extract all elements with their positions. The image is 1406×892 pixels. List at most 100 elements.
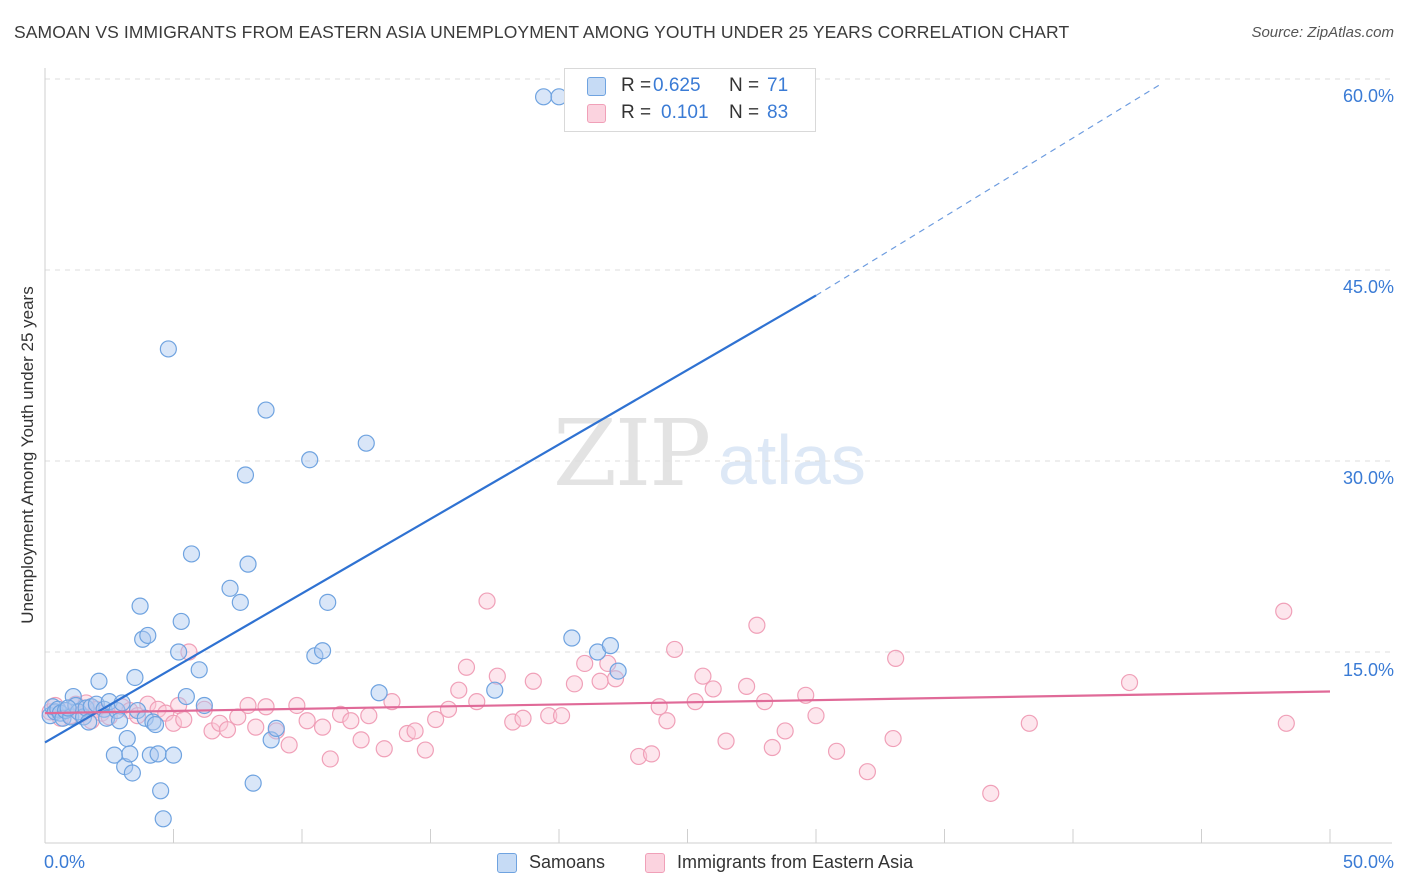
immigrants-point — [280, 736, 298, 754]
samoans-points — [41, 88, 748, 828]
immigrants-point — [982, 784, 1000, 802]
samoans-point — [534, 88, 553, 106]
immigrants-point — [565, 675, 584, 693]
immigrants-point — [591, 672, 609, 690]
immigrants-point — [658, 712, 676, 730]
samoans-point — [609, 662, 627, 680]
immigrants-point — [738, 677, 756, 695]
axes — [44, 68, 1392, 844]
immigrants-point — [748, 616, 766, 634]
n-label: N = — [729, 102, 760, 123]
samoans-point — [239, 555, 257, 573]
immigrants-point — [313, 718, 332, 736]
samoans-swatch — [587, 77, 606, 96]
immigrants-point — [257, 698, 275, 716]
immigrants-point — [457, 658, 476, 676]
y-tick-60: 60.0% — [1342, 86, 1394, 106]
immigrants-point — [331, 705, 350, 723]
r-value-immigrants: 0.101 — [661, 102, 709, 123]
samoans-point — [601, 637, 620, 655]
immigrants-point — [576, 654, 594, 673]
y-tick-15: 15.0% — [1342, 660, 1394, 680]
immigrants-point — [858, 763, 877, 781]
samoans-point — [139, 626, 157, 645]
samoans-point — [172, 612, 190, 631]
immigrants-trend-line — [44, 690, 1331, 715]
immigrants-point — [650, 698, 668, 716]
samoans-point — [301, 451, 319, 469]
y-tick-30: 30.0% — [1342, 468, 1394, 488]
samoans-point — [267, 719, 285, 738]
immigrants-point — [175, 710, 193, 729]
legend-stats: R = 0.625 N = 71 R = 0.101 N = 83 — [564, 68, 816, 132]
y-axis-label: Unemployment Among Youth under 25 years — [18, 286, 37, 624]
samoans-point — [563, 629, 581, 647]
immigrants-point — [717, 732, 735, 750]
immigrants-points — [41, 592, 1295, 802]
samoans-point — [182, 545, 201, 563]
chart-title: SAMOAN VS IMMIGRANTS FROM EASTERN ASIA U… — [14, 22, 1070, 42]
immigrants-point — [383, 693, 401, 711]
samoans-trend-extension — [815, 82, 1164, 296]
samoans-point — [154, 810, 172, 828]
samoans-point — [136, 709, 154, 727]
samoans-point — [121, 745, 139, 763]
immigrants-point — [375, 740, 393, 758]
x-tick-left: 0.0% — [44, 852, 86, 872]
immigrants-point — [352, 731, 370, 749]
samoans-point — [221, 579, 239, 597]
samoans-point — [177, 687, 195, 706]
samoans-point — [110, 712, 129, 730]
samoans-point — [131, 597, 149, 615]
samoans-point — [231, 593, 249, 611]
samoans-point — [319, 593, 337, 611]
immigrants-point — [704, 680, 722, 698]
legend-label-immigrants: Immigrants from Eastern Asia — [677, 852, 914, 872]
x-tick-right: 50.0% — [1342, 852, 1394, 872]
immigrants-point — [239, 696, 257, 715]
samoans-point — [159, 340, 177, 358]
immigrants-point — [694, 667, 712, 685]
immigrants-point — [288, 696, 306, 715]
immigrants-point — [807, 707, 825, 725]
immigrants-point — [884, 729, 902, 748]
immigrants-point — [552, 707, 571, 725]
immigrants-point — [439, 700, 458, 718]
immigrants-point — [416, 741, 434, 759]
samoans-point — [149, 745, 167, 763]
samoans-point — [164, 746, 183, 764]
immigrants-point — [1120, 673, 1139, 692]
y-tick-45: 45.0% — [1342, 277, 1394, 297]
immigrants-point — [342, 712, 360, 730]
immigrants-point — [1277, 714, 1295, 732]
immigrants-point — [468, 693, 486, 711]
samoans-point — [146, 715, 165, 734]
samoans-point — [244, 774, 262, 792]
samoans-trend-line — [44, 294, 817, 744]
samoans-point — [170, 643, 188, 661]
immigrants-point — [488, 667, 506, 685]
immigrants-point — [218, 721, 237, 739]
immigrants-point — [406, 722, 424, 740]
samoans-point — [486, 681, 504, 699]
n-label: N = — [729, 75, 760, 96]
legend-label-samoans: Samoans — [529, 852, 606, 872]
samoans-point — [144, 713, 162, 731]
immigrants-legend-swatch — [645, 853, 665, 873]
watermark-atlas: atlas — [718, 421, 866, 499]
samoans-point — [236, 466, 255, 484]
immigrants-point — [321, 750, 339, 768]
samoans-point — [313, 642, 332, 660]
samoans-point — [152, 782, 170, 800]
immigrants-point — [642, 745, 661, 763]
n-value-samoans: 71 — [767, 75, 789, 96]
n-value-immigrants: 83 — [767, 102, 789, 123]
immigrants-point — [1020, 714, 1038, 732]
trend-lines — [44, 82, 1331, 744]
immigrants-point — [540, 707, 558, 725]
r-label: R = — [621, 75, 652, 96]
samoans-point — [118, 729, 136, 748]
samoans-point — [190, 661, 208, 679]
immigrants-swatch — [587, 104, 606, 123]
